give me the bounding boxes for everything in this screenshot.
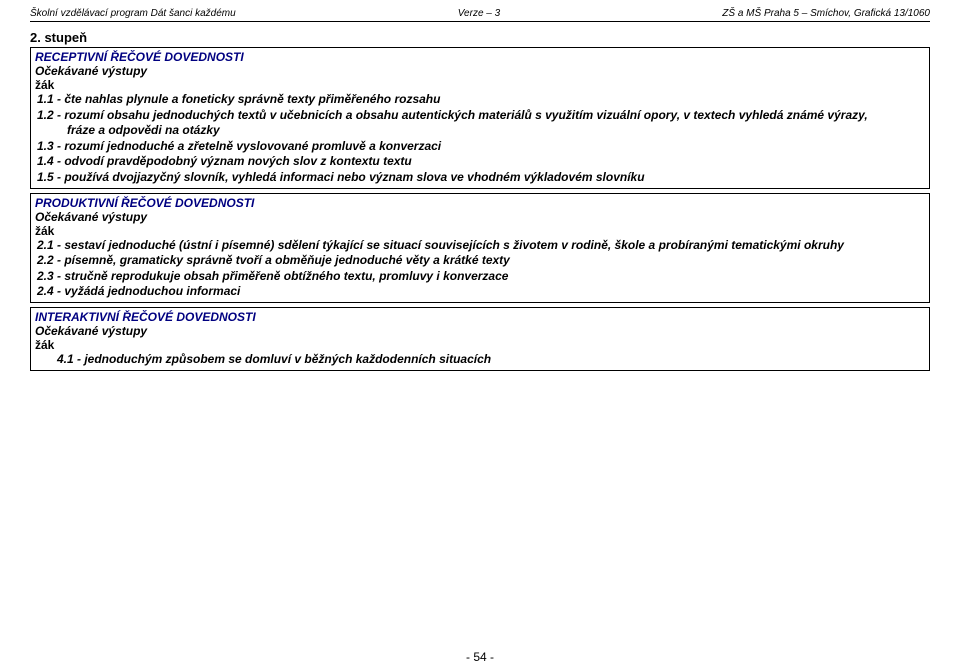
header-left: Školní vzdělávací program Dát šanci každ… (30, 8, 236, 19)
box-interactive: INTERAKTIVNÍ ŘEČOVÉ DOVEDNOSTI Očekávané… (30, 307, 930, 371)
box1-item: 1.5 - používá dvojjazyčný slovník, vyhle… (35, 170, 925, 186)
box1-sub: Očekávané výstupy (35, 64, 925, 78)
box3-title: INTERAKTIVNÍ ŘEČOVÉ DOVEDNOSTI (35, 310, 925, 324)
box3-item: 4.1 - jednoduchým způsobem se domluví v … (35, 352, 925, 368)
page-header: Školní vzdělávací program Dát šanci každ… (30, 8, 930, 19)
box1-title: RECEPTIVNÍ ŘEČOVÉ DOVEDNOSTI (35, 50, 925, 64)
header-right: ZŠ a MŠ Praha 5 – Smíchov, Grafická 13/1… (722, 8, 930, 19)
box2-item: 2.2 - písemně, gramaticky správně tvoří … (35, 253, 925, 269)
box3-sub: Očekávané výstupy (35, 324, 925, 338)
box1-item: 1.1 - čte nahlas plynule a foneticky spr… (35, 92, 925, 108)
box1-item-cont: fráze a odpovědi na otázky (35, 123, 925, 139)
header-center: Verze – 3 (458, 8, 500, 19)
box-receptive: RECEPTIVNÍ ŘEČOVÉ DOVEDNOSTI Očekávané v… (30, 47, 930, 189)
box2-sub: Očekávané výstupy (35, 210, 925, 224)
box1-item: 1.3 - rozumí jednoduché a zřetelně vyslo… (35, 139, 925, 155)
box1-item: 1.4 - odvodí pravděpodobný význam nových… (35, 154, 925, 170)
box2-item: 2.1 - sestaví jednoduché (ústní i písemn… (35, 238, 925, 254)
box2-item: 2.3 - stručně reprodukuje obsah přiměřen… (35, 269, 925, 285)
box2-item: 2.4 - vyžádá jednoduchou informaci (35, 284, 925, 300)
header-divider (30, 21, 930, 22)
box1-zak: žák (35, 78, 925, 92)
box-productive: PRODUKTIVNÍ ŘEČOVÉ DOVEDNOSTI Očekávané … (30, 193, 930, 303)
box2-title: PRODUKTIVNÍ ŘEČOVÉ DOVEDNOSTI (35, 196, 925, 210)
page-number: - 54 - (0, 650, 960, 664)
box3-zak: žák (35, 338, 925, 352)
box2-zak: žák (35, 224, 925, 238)
box1-item: 1.2 - rozumí obsahu jednoduchých textů v… (35, 108, 925, 124)
grade-level-heading: 2. stupeň (30, 30, 930, 45)
